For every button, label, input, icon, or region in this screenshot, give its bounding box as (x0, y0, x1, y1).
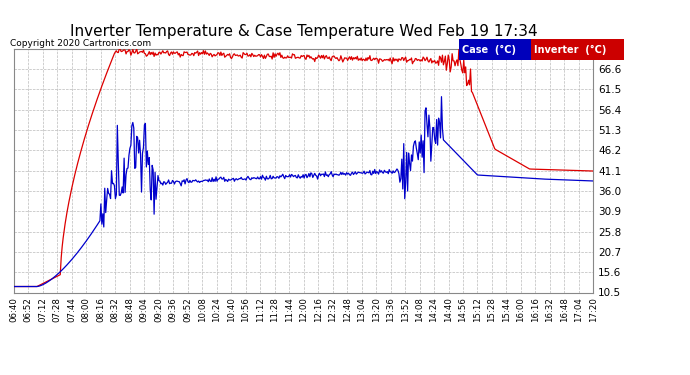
Text: Copyright 2020 Cartronics.com: Copyright 2020 Cartronics.com (10, 39, 152, 48)
Text: Inverter Temperature & Case Temperature Wed Feb 19 17:34: Inverter Temperature & Case Temperature … (70, 24, 538, 39)
Text: Inverter  (°C): Inverter (°C) (534, 45, 607, 55)
Text: Case  (°C): Case (°C) (462, 45, 515, 55)
